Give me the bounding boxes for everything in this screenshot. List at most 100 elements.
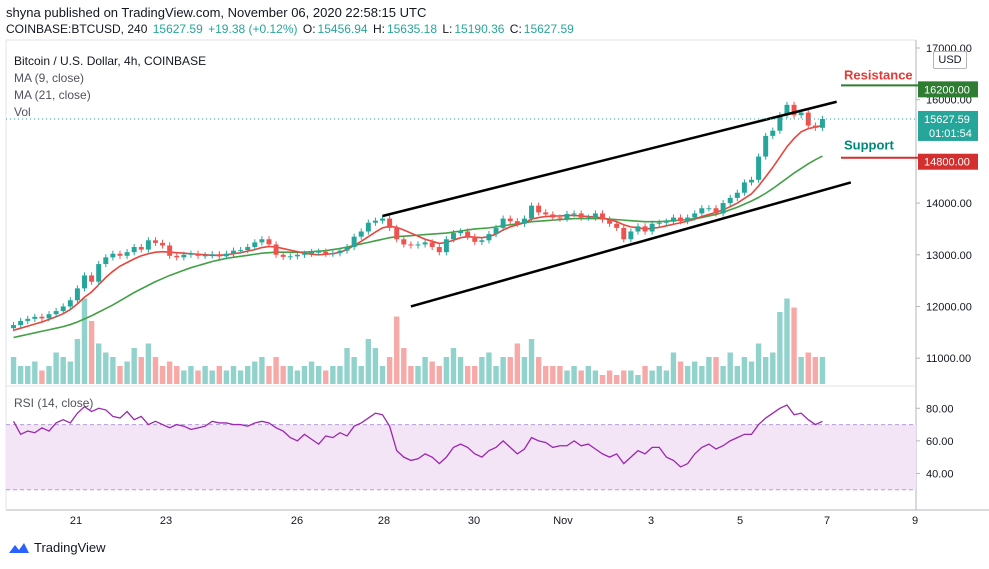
candle-body bbox=[160, 242, 166, 246]
time-tick-label: 5 bbox=[737, 515, 743, 527]
price-tags: 16200.00 14800.00 15627.59 01:01:54 Resistan… bbox=[841, 67, 978, 170]
volume-bar bbox=[230, 366, 237, 384]
candle-body bbox=[798, 112, 804, 116]
volume-bar bbox=[209, 370, 215, 384]
volume-bar bbox=[88, 321, 95, 384]
candle-body bbox=[550, 214, 556, 218]
open-value: 15456.94 bbox=[317, 22, 368, 36]
volume-bar bbox=[166, 361, 173, 384]
volume-bar bbox=[372, 348, 379, 384]
ohlc-bar: COINBASE:BTCUSD, 240 15627.59 +19.38 (+0… bbox=[6, 22, 576, 36]
volume-bar bbox=[159, 366, 166, 384]
volume-bar bbox=[330, 366, 336, 384]
candle-body bbox=[245, 247, 251, 251]
candle-body bbox=[145, 240, 151, 250]
symbol-label: COINBASE:BTCUSD, 240 bbox=[6, 22, 148, 36]
volume-bar bbox=[770, 352, 776, 384]
price-change: +19.38 (+0.12%) bbox=[208, 22, 298, 36]
candle-body bbox=[152, 240, 158, 243]
last-price-tag-bg bbox=[918, 110, 978, 141]
time-tick-label: 30 bbox=[468, 515, 480, 527]
candle-body bbox=[18, 320, 24, 326]
volume-bar bbox=[812, 357, 819, 384]
price-tick-label: 16000.00 bbox=[926, 95, 972, 107]
volume-bar bbox=[528, 339, 535, 384]
candle-body bbox=[692, 213, 698, 218]
upper-trendline bbox=[382, 100, 837, 218]
volume-bar bbox=[684, 366, 691, 384]
candle-body bbox=[365, 222, 371, 232]
volume-bar bbox=[216, 366, 223, 384]
volume-bar bbox=[252, 361, 258, 384]
volume-bar bbox=[287, 366, 293, 384]
symbol-title: Bitcoin / U.S. Dollar, 4h, COINBASE bbox=[14, 54, 207, 68]
volume-bar bbox=[237, 370, 244, 384]
candle-body bbox=[720, 203, 726, 214]
volume-bar bbox=[762, 357, 769, 384]
high-value: 15635.18 bbox=[386, 22, 438, 36]
candle-body bbox=[536, 205, 542, 213]
volume-bar bbox=[131, 348, 137, 384]
candle-body bbox=[429, 242, 435, 248]
volume-bar bbox=[145, 343, 152, 384]
volume-bar bbox=[401, 348, 407, 384]
volume-bar bbox=[571, 366, 577, 384]
volume-bar bbox=[720, 366, 726, 384]
candle-body bbox=[401, 239, 407, 245]
publish-info: shyna published on TradingView.com, Nove… bbox=[6, 5, 427, 20]
currency-button[interactable]: USD bbox=[933, 51, 967, 69]
volume-bar bbox=[493, 366, 499, 384]
volume-bar bbox=[692, 361, 698, 384]
candle-body bbox=[415, 244, 421, 246]
volume-bar bbox=[103, 352, 109, 384]
volume-bar bbox=[181, 370, 187, 384]
ma9-line bbox=[13, 124, 823, 332]
volume-bar bbox=[535, 357, 542, 384]
candle-body bbox=[727, 197, 733, 204]
volume-bar bbox=[649, 370, 655, 384]
candle-body bbox=[685, 217, 691, 222]
volume-bar bbox=[223, 370, 230, 384]
volume-bar bbox=[791, 307, 797, 384]
candle-body bbox=[103, 257, 109, 265]
candle-body bbox=[663, 221, 669, 223]
volume-bar bbox=[521, 357, 528, 384]
volume-bar bbox=[706, 357, 712, 384]
volume-bar bbox=[819, 357, 826, 384]
resistance-price-tag-text: 16200.00 bbox=[924, 84, 970, 96]
candle-body bbox=[450, 233, 456, 240]
candle-body bbox=[571, 213, 577, 215]
footer-label: TradingView bbox=[34, 540, 106, 555]
volume-bar bbox=[81, 298, 88, 384]
candle-body bbox=[741, 182, 747, 193]
lower-trendline bbox=[410, 181, 852, 308]
candle-body bbox=[614, 223, 620, 228]
volume-bar bbox=[315, 366, 322, 384]
candle-body bbox=[32, 316, 38, 319]
time-tick-label: 21 bbox=[70, 515, 82, 527]
candle-body bbox=[380, 218, 386, 221]
candle-body bbox=[266, 239, 272, 245]
candle-body bbox=[578, 213, 584, 218]
volume-bar bbox=[174, 366, 180, 384]
time-tick-label: Nov bbox=[553, 515, 573, 527]
volume-bar bbox=[464, 366, 471, 384]
candle-body bbox=[621, 227, 627, 240]
candle-body bbox=[642, 226, 648, 232]
volume-bar bbox=[436, 366, 442, 384]
volume-bar bbox=[10, 357, 17, 384]
time-tick-label: 28 bbox=[378, 515, 390, 527]
open-label: O: bbox=[302, 22, 316, 36]
volume-bar bbox=[457, 357, 464, 384]
candle-body bbox=[372, 220, 378, 223]
volume-bar bbox=[578, 370, 584, 384]
volume-bar bbox=[379, 366, 386, 384]
chart-header: shyna published on TradingView.com, Nove… bbox=[0, 0, 989, 40]
candle-body bbox=[223, 253, 229, 257]
rsi-tick-label: 80.00 bbox=[926, 403, 954, 415]
volume-bar bbox=[273, 357, 279, 384]
time-tick-label: 3 bbox=[648, 515, 654, 527]
candle-body bbox=[649, 223, 655, 232]
volume-bar bbox=[337, 366, 343, 384]
